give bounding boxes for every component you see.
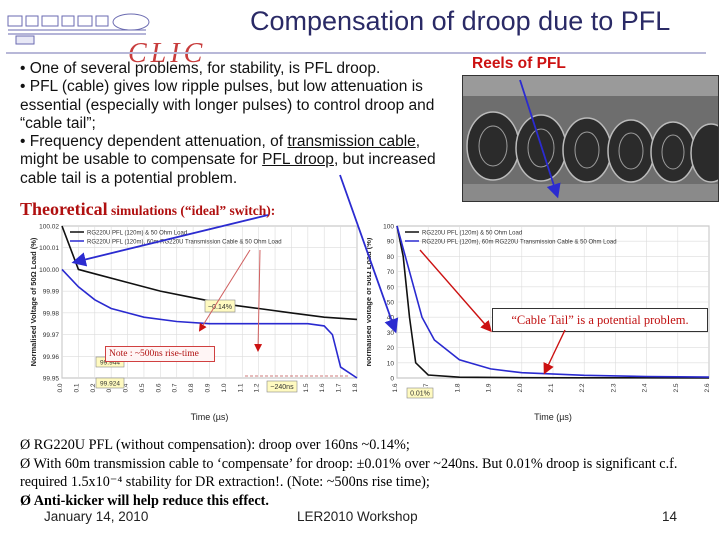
conclusions: Ø RG220U PFL (without compensation): dro… [20, 436, 715, 510]
x-tick-label: 1.2 [254, 383, 261, 392]
x-tick-label: 0.8 [188, 383, 195, 392]
x-tick-label: 1.5 [303, 383, 310, 392]
x-tick-label: 0.7 [172, 383, 179, 392]
x-tick-label: 1.0 [221, 383, 228, 392]
x-tick-label: 2.1 [548, 383, 555, 392]
x-tick-label: 2.0 [517, 383, 524, 392]
series-line [61, 268, 358, 379]
annotation-arrow [519, 79, 561, 199]
y-tick-label: 99.96 [43, 354, 60, 361]
y-tick-label: 99.99 [43, 289, 60, 296]
y-tick-label: 100.02 [39, 224, 59, 231]
duration-box [266, 380, 298, 393]
annotation-arrow [419, 249, 492, 333]
value-box [95, 377, 125, 389]
x-axis-label: Time (µs) [191, 412, 229, 422]
footer-date: January 14, 2010 [44, 509, 149, 524]
droop-annotation-box [204, 299, 236, 313]
bullet-item: • Frequency dependent attenuation, of tr… [20, 133, 460, 188]
y-axis-label: Normalised Voltage of 50Ω Load (%) [29, 237, 38, 366]
y-tick-label: 60 [387, 284, 395, 291]
tail-annotation-box [406, 387, 434, 399]
page-number: 14 [662, 509, 678, 524]
x-tick-label: 0.6 [155, 383, 162, 392]
x-tick-label: 1.8 [352, 383, 359, 392]
annotation-arrow [71, 214, 269, 267]
x-tick-label: 1.7 [336, 383, 343, 392]
y-tick-label: 100.01 [39, 245, 59, 252]
theoretical-heading-main: Theoretical [20, 199, 108, 219]
y-tick-label: 70 [387, 269, 395, 276]
y-tick-label: 100.00 [39, 267, 59, 274]
x-tick-label: 0.0 [57, 383, 64, 392]
droop-annotation: ~0.14% [208, 304, 232, 311]
x-tick-label: 2.2 [579, 383, 586, 392]
x-tick-label: 2.4 [642, 383, 649, 392]
annotation-arrow [543, 329, 566, 375]
y-tick-label: 90 [387, 239, 395, 246]
x-tick-label: 2.5 [673, 383, 680, 392]
pfl-reels-photo [462, 75, 719, 202]
y-tick-label: 99.98 [43, 310, 60, 317]
value-label: 99.924 [100, 381, 120, 388]
footer-event: LER2010 Workshop [297, 509, 418, 524]
x-tick-label: 0.2 [90, 383, 97, 392]
droop-chart: 99.95 99.96 99.97 99.98 99.99 100.00 100.01 100… [20, 222, 365, 435]
legend-entry: RG220U PFL (120m) & 50 Ohm Load [422, 231, 522, 237]
y-tick-label: 80 [387, 254, 395, 261]
bullet-text: , might be usable to compensate for [20, 133, 421, 169]
conclusion-item: Ø Anti-kicker will help reduce this effe… [20, 492, 269, 509]
bullet-list: • One of several problems, for stability… [20, 60, 460, 188]
slide-title: Compensation of droop due to PFL [250, 6, 671, 36]
annotation-arrow [339, 174, 399, 334]
y-tick-label: 20 [387, 345, 395, 352]
x-tick-label: 1.1 [237, 383, 244, 392]
bullet-item: • PFL (cable) gives low ripple pulses, b… [20, 78, 435, 132]
x-tick-label: 1.6 [392, 383, 399, 392]
clic-header-logo [7, 13, 150, 45]
transmission-cable-text: transmission cable [287, 133, 416, 151]
theoretical-heading: Theoretical simulations (“ideal” switch)… [20, 199, 275, 220]
legend-entry: RG220U PFL (120m) & 50 Ohm Load [87, 231, 187, 237]
x-tick-label: 1.8 [454, 383, 461, 392]
y-tick-label: 30 [387, 330, 395, 337]
legend-entry: RG220U PFL (120m), 60m RG220U Transmissi… [422, 240, 617, 246]
pfl-droop-text: PFL droop [262, 151, 334, 169]
bullet-text: • Frequency dependent attenuation, of [20, 133, 288, 151]
duration-label: ~240ns [270, 384, 294, 391]
rise-time-note: Note : ~500ns rise-time [105, 346, 215, 362]
x-tick-label: 1.6 [319, 383, 326, 392]
x-axis-label: Time (µs) [534, 412, 572, 422]
x-tick-label: 1.9 [486, 383, 493, 392]
series-line [396, 225, 710, 378]
tail-annotation: 0.01% [410, 391, 430, 398]
value-label: 99.944 [100, 360, 120, 367]
x-tick-label: 2.3 [610, 383, 617, 392]
x-tick-label: 0.9 [205, 383, 212, 392]
title-divider [6, 52, 706, 54]
theoretical-heading-sub: simulations (“ideal” switch): [107, 203, 276, 218]
cable-tail-note: “Cable Tail” is a potential problem. [492, 308, 708, 332]
series-line [396, 225, 710, 379]
y-tick-label: 99.95 [43, 376, 60, 383]
y-tick-label: 99.97 [43, 332, 60, 339]
annotation-arrow [198, 249, 251, 332]
x-tick-label: 0.1 [73, 383, 80, 392]
bullet-text: , but increased cable tail is a potentia… [20, 151, 436, 187]
annotation-arrow [254, 249, 263, 352]
conclusion-item: Ø RG220U PFL (without compensation): dro… [20, 437, 410, 453]
reels-of-pfl-label: Reels of PFL [472, 55, 566, 72]
y-tick-label: 0 [390, 376, 394, 383]
x-tick-label: 0.4 [123, 383, 130, 392]
x-tick-label: 2.6 [704, 383, 711, 392]
legend-entry: RG220U PFL (120m), 60m RG220U Transmissi… [87, 240, 282, 246]
conclusion-item: Ø With 60m transmission cable to ‘compen… [20, 455, 678, 491]
bullet-item: • One of several problems, for stability… [20, 60, 381, 77]
y-tick-label: 10 [387, 360, 395, 367]
y-tick-label: 50 [387, 300, 395, 307]
x-tick-label: 0.5 [139, 383, 146, 392]
y-tick-label: 100 [383, 224, 394, 231]
y-axis-label: Normalised Voltage of 50Ω Load (%) [367, 237, 373, 366]
